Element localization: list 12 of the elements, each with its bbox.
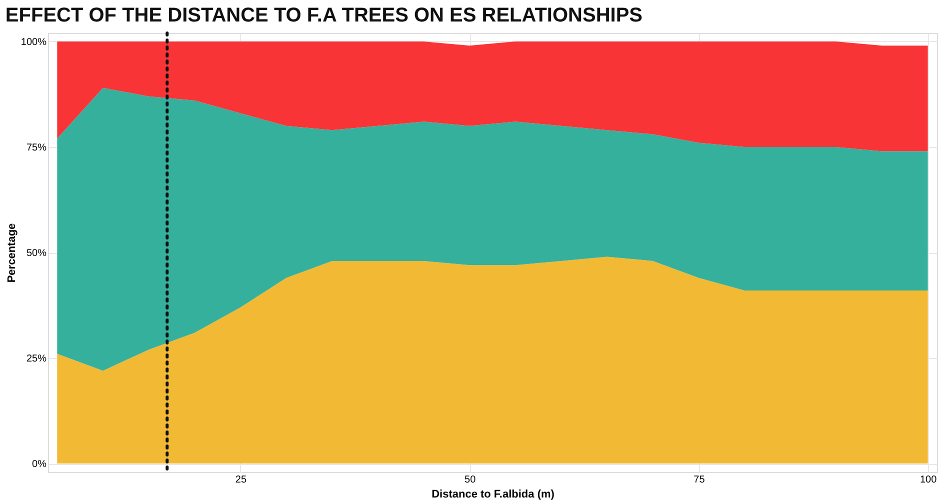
y-tick-label: 25%: [26, 354, 47, 365]
y-tick-label: 75%: [26, 142, 47, 154]
x-tick-label: 50: [464, 474, 476, 486]
x-tick-label: 100: [920, 474, 938, 486]
y-tick-label: 50%: [26, 248, 47, 259]
x-tick-label: 75: [694, 474, 706, 486]
y-tick-label: 100%: [20, 36, 47, 48]
x-axis-title: Distance to F.albida (m): [432, 488, 555, 500]
chart-title: EFFECT OF THE DISTANCE TO F.A TREES ON ES RELATIONSHIPS: [5, 4, 643, 26]
y-axis-title: Percentage: [6, 223, 18, 283]
x-tick-label: 25: [235, 474, 247, 486]
y-tick-label: 0%: [32, 459, 47, 470]
